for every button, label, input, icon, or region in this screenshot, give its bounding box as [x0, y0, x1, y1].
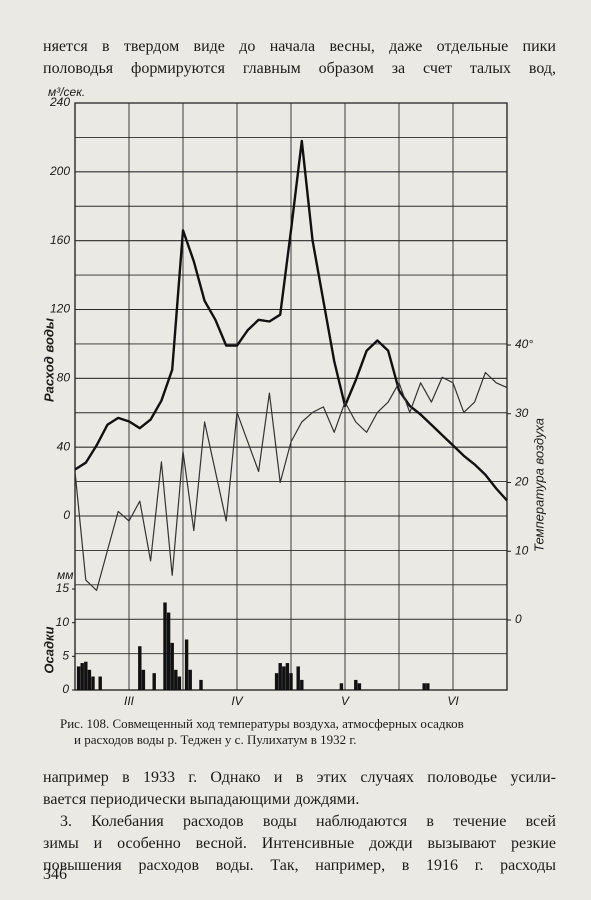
y-tick-label: 160 — [50, 233, 70, 247]
precip-bar — [282, 666, 286, 690]
precip-bar — [278, 663, 282, 690]
precip-bar — [163, 602, 167, 690]
y2-tick-label: 40° — [515, 337, 533, 351]
precip-bar — [422, 683, 426, 690]
precip-bar — [357, 683, 362, 690]
y2-axis-title: Температура воздуха — [531, 418, 546, 552]
caption-line: Рис. 108. Совмещенный ход температуры во… — [60, 716, 464, 731]
precip-bar — [98, 676, 102, 690]
x-tick-label: IV — [231, 694, 243, 708]
precip-bar — [170, 642, 174, 690]
x-tick-label: V — [341, 694, 350, 708]
text-line: зимы и особенно весной. Интенсивные дожд… — [43, 835, 556, 852]
precip-tick-label: 15 — [56, 581, 70, 595]
text-line: вается периодически выпадающими дождями. — [43, 791, 360, 808]
caption-line: и расходов воды р. Теджен у с. Пулихатум… — [74, 732, 357, 747]
precip-bar — [76, 666, 81, 690]
y-tick-label: 80 — [57, 371, 71, 385]
precip-bar — [188, 669, 192, 690]
y2-tick-label: 20 — [514, 475, 529, 489]
chart: м³/сек. Расход воды Температура воздуха … — [41, 85, 546, 708]
y-axis-unit: м³/сек. — [48, 85, 85, 99]
precip-bar — [285, 663, 290, 690]
precip-bar — [87, 669, 92, 690]
precip-bar — [289, 673, 293, 690]
discharge-line — [74, 139, 508, 502]
precip-tick-label: 5 — [62, 649, 69, 663]
x-tick-label: VI — [447, 694, 459, 708]
precip-bar — [339, 683, 344, 690]
precip-bar — [84, 661, 88, 690]
y-tick-label: 40 — [57, 439, 71, 453]
x-tick-label: III — [124, 694, 135, 708]
precip-bar — [166, 612, 171, 690]
precip-bar — [141, 669, 146, 690]
y2-tick-label: 10 — [515, 543, 529, 557]
y-axis-title: Расход воды — [41, 318, 56, 402]
precip-tick-label: 10 — [56, 615, 70, 629]
text-line: 3. Колебания расходов воды наблюдаются в… — [60, 813, 556, 830]
precip-bar — [296, 666, 300, 690]
precip-bar — [199, 679, 203, 690]
precip-bar — [138, 646, 142, 690]
precip-tick-label: 0 — [62, 682, 69, 696]
temperature-line — [74, 371, 508, 591]
text-line: например в 1933 г. Однако и в этих случа… — [43, 769, 556, 786]
precip-axis-unit: мм — [57, 568, 73, 582]
y2-tick-label: 0 — [515, 612, 522, 626]
precip-bar — [184, 639, 189, 690]
precip-bar — [91, 676, 95, 690]
text-line: повышения расходов воды. Так, например, … — [43, 857, 556, 874]
y-tick-label: 240 — [49, 95, 70, 109]
precip-bar — [354, 679, 358, 690]
precip-bar — [300, 679, 304, 690]
text-line: половодья формируются главным образом за… — [43, 60, 556, 77]
text-line: няется в твердом виде до начала весны, д… — [43, 38, 556, 55]
y-tick-label: 200 — [49, 164, 70, 178]
precip-bar — [426, 683, 430, 690]
precip-bar — [177, 676, 182, 690]
precip-axis-title: Осадки — [41, 626, 56, 673]
precip-bar — [174, 669, 178, 690]
precip-bar — [152, 673, 156, 690]
y-tick-label: 0 — [63, 508, 70, 522]
precip-bar — [80, 663, 84, 690]
y2-tick-label: 30 — [515, 406, 529, 420]
precip-bar — [274, 673, 279, 690]
page-number: 346 — [43, 866, 67, 883]
y-tick-label: 120 — [50, 302, 70, 316]
